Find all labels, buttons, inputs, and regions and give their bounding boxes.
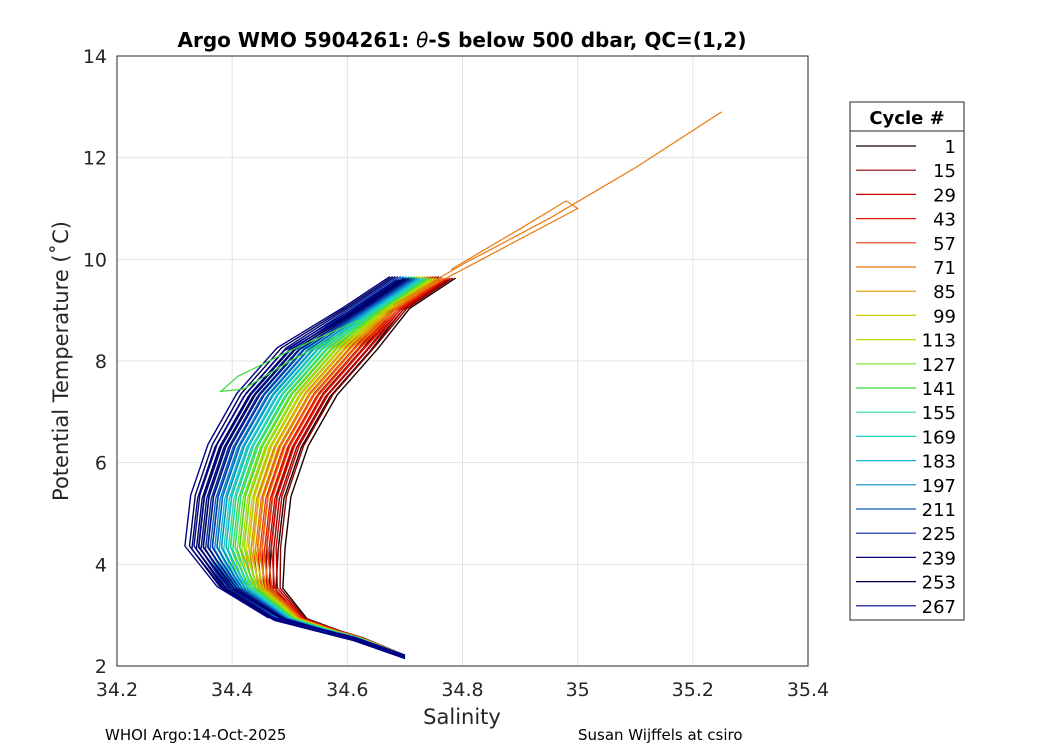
x-tick-label: 35.4 bbox=[787, 679, 829, 701]
x-tick-label: 34.2 bbox=[96, 679, 138, 701]
chart-title: Argo WMO 5904261: θ-S below 500 dbar, QC… bbox=[178, 28, 747, 52]
y-tick-label: 2 bbox=[95, 656, 107, 678]
x-tick-label: 35 bbox=[566, 679, 590, 701]
legend-entry-label: 211 bbox=[922, 500, 956, 521]
legend-entry-label: 71 bbox=[933, 258, 956, 279]
y-axis-label: Potential Temperature (˚C) bbox=[49, 221, 73, 501]
x-tick-label: 34.6 bbox=[326, 679, 368, 701]
legend-entry-label: 113 bbox=[922, 331, 956, 352]
footer-right: Susan Wijffels at csiro bbox=[578, 726, 743, 744]
legend-entry-label: 169 bbox=[922, 427, 956, 448]
legend-entry-label: 29 bbox=[933, 185, 956, 206]
legend-entry-label: 225 bbox=[922, 524, 956, 545]
x-axis-label: Salinity bbox=[423, 705, 501, 729]
x-tick-label: 34.8 bbox=[441, 679, 483, 701]
y-tick-label: 12 bbox=[83, 148, 107, 170]
legend-entry-label: 85 bbox=[933, 282, 956, 303]
series-line-cycle-267 bbox=[191, 279, 406, 660]
series-line-cycle-71-extra bbox=[404, 200, 579, 301]
legend-entries: 1 15 29 43 57 71 85 99 113 127 141 155 169 183 197 211 2… bbox=[856, 137, 956, 618]
x-tick-label: 35.2 bbox=[672, 679, 714, 701]
footer-left: WHOI Argo:14-Oct-2025 bbox=[105, 726, 287, 744]
legend-entry-label: 155 bbox=[922, 403, 956, 424]
legend-entry-label: 239 bbox=[922, 548, 956, 569]
y-tick-label: 6 bbox=[95, 453, 107, 475]
series-line-cycle-267 bbox=[184, 276, 406, 656]
legend-entry-label: 15 bbox=[933, 161, 956, 182]
y-tick-labels: 2 4 6 8 10 12 14 bbox=[83, 46, 107, 678]
legend-entry-label: 57 bbox=[933, 234, 956, 255]
y-tick-label: 8 bbox=[95, 351, 107, 373]
plot-frame bbox=[116, 55, 809, 667]
x-tick-labels: 34.2 34.4 34.6 34.8 35 35.2 35.4 bbox=[96, 679, 829, 701]
legend: Cycle # 1 15 29 43 57 71 85 99 113 127 141 155 169 18… bbox=[849, 101, 965, 621]
y-tick-label: 4 bbox=[95, 554, 107, 576]
legend-entry-label: 183 bbox=[922, 452, 956, 473]
y-tick-label: 10 bbox=[83, 249, 107, 271]
legend-entry-label: 99 bbox=[933, 306, 956, 327]
legend-entry-label: 253 bbox=[922, 573, 956, 594]
series-line-cycle-141-extra bbox=[218, 319, 360, 393]
legend-entry-label: 197 bbox=[922, 476, 956, 497]
legend-entry-label: 141 bbox=[922, 379, 956, 400]
legend-title: Cycle # bbox=[869, 108, 944, 129]
y-tick-label: 14 bbox=[83, 46, 107, 68]
x-tick-label: 34.4 bbox=[211, 679, 253, 701]
legend-entry-label: 267 bbox=[922, 597, 956, 618]
series-group bbox=[184, 111, 722, 660]
legend-entry-label: 1 bbox=[945, 137, 956, 158]
legend-entry-label: 43 bbox=[933, 210, 956, 231]
series-line-cycle-71-extra bbox=[393, 111, 722, 306]
legend-entry-label: 127 bbox=[922, 355, 956, 376]
